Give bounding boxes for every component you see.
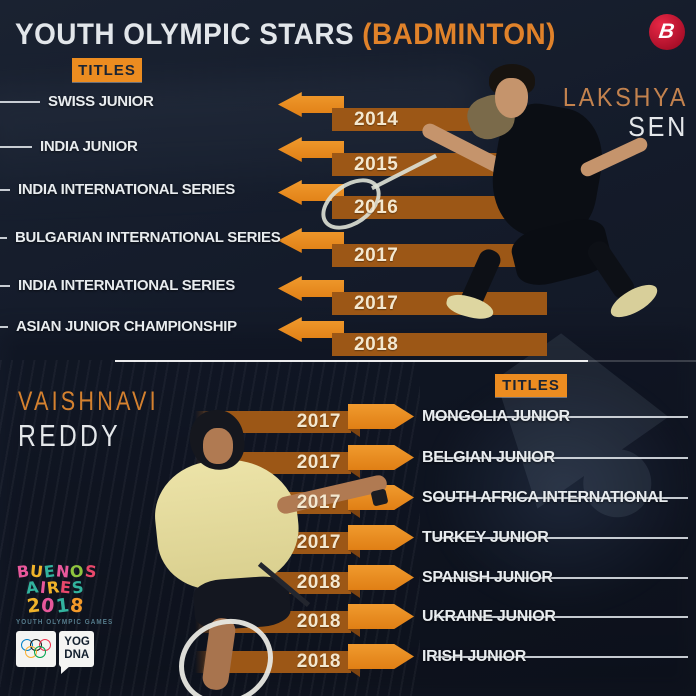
year-label: 2017 bbox=[296, 492, 341, 513]
title-label: BULGARIAN INTERNATIONAL SERIES bbox=[15, 229, 281, 246]
year-bar: 2017 bbox=[195, 492, 351, 514]
title-label: SPANISH JUNIOR bbox=[422, 569, 553, 586]
year-bar: 2014 bbox=[332, 108, 547, 131]
title-line: IRISH JUNIOR bbox=[422, 646, 688, 668]
year-bar: 2017 bbox=[332, 292, 547, 315]
section-divider bbox=[115, 360, 588, 362]
page-title-accent: (BADMINTON) bbox=[362, 18, 556, 51]
connector-line bbox=[0, 326, 8, 328]
player-photo-lakshya bbox=[583, 237, 639, 303]
olympic-ring bbox=[34, 646, 46, 658]
year-label: 2018 bbox=[296, 651, 341, 672]
year-bar: 2017 bbox=[195, 452, 351, 474]
brand-logo-letter: B bbox=[657, 20, 677, 43]
year-label: 2014 bbox=[354, 109, 399, 130]
olympic-rings-icon bbox=[16, 631, 57, 667]
title-label: INDIA INTERNATIONAL SERIES bbox=[18, 181, 235, 198]
year-label: 2018 bbox=[296, 611, 341, 632]
year-label: 2017 bbox=[296, 452, 341, 473]
player-last-name: REDDY bbox=[18, 418, 121, 453]
page-title-main: YOUTH OLYMPIC STARS bbox=[15, 18, 355, 51]
connector-line bbox=[0, 285, 10, 287]
title-line: BELGIAN JUNIOR bbox=[422, 447, 688, 469]
brand-logo-icon: B bbox=[649, 14, 685, 50]
arrow-right-icon bbox=[348, 485, 414, 510]
ribbon-fold bbox=[348, 429, 360, 437]
ribbon-fold bbox=[348, 590, 360, 598]
player-photo-lakshya bbox=[605, 278, 663, 324]
titles-label-top: TITLES bbox=[72, 58, 142, 82]
arrow-right-icon bbox=[348, 565, 414, 590]
buenos-aires-2018-logo: BUENOS AIRES 2018 YOUTH OLYMPIC GAMES YO… bbox=[15, 561, 114, 674]
year-bar: 2015 bbox=[332, 153, 547, 176]
player-first-name: LAKSHYA bbox=[562, 82, 688, 112]
year-label: 2015 bbox=[354, 154, 399, 175]
title-label: BELGIAN JUNIOR bbox=[422, 449, 555, 466]
year-bar: 2017 bbox=[332, 244, 547, 267]
logo-subtitle: YOUTH OLYMPIC GAMES bbox=[16, 619, 114, 626]
page-title: YOUTH OLYMPIC STARS (BADMINTON) bbox=[15, 18, 556, 52]
title-label: SOUTH AFRICA INTERNATIONAL bbox=[422, 489, 668, 506]
title-label: SWISS JUNIOR bbox=[48, 93, 154, 110]
arrow-right-icon bbox=[348, 404, 414, 429]
ribbon-fold bbox=[348, 629, 360, 637]
ribbon-fold bbox=[348, 669, 360, 677]
logo-badges: YOG DNA bbox=[16, 631, 94, 674]
title-line: SPANISH JUNIOR bbox=[422, 567, 688, 589]
year-bar: 2018 bbox=[332, 333, 547, 356]
year-label: 2017 bbox=[354, 245, 399, 266]
ribbon-fold bbox=[348, 550, 360, 558]
titles-label-bottom: TITLES bbox=[495, 374, 567, 397]
year-bar: 2018 bbox=[195, 651, 351, 673]
dna-label: DNA bbox=[64, 649, 90, 662]
arrow-right-icon bbox=[348, 644, 414, 669]
yog-label: YOG bbox=[64, 636, 90, 648]
title-line: UKRAINE JUNIOR bbox=[422, 606, 688, 628]
year-label: 2017 bbox=[296, 411, 341, 432]
yog-dna-badge: YOG DNA bbox=[59, 631, 94, 674]
year-bar: 2018 bbox=[195, 611, 351, 633]
year-label: 2017 bbox=[354, 293, 399, 314]
connector-line bbox=[0, 189, 10, 191]
year-label: 2017 bbox=[296, 532, 341, 553]
title-label: INDIA JUNIOR bbox=[40, 138, 138, 155]
title-line: SOUTH AFRICA INTERNATIONAL bbox=[422, 487, 688, 509]
player-name-vaishnavi-reddy: VAISHNAVI REDDY bbox=[18, 386, 194, 454]
arrow-right-icon bbox=[348, 525, 414, 550]
logo-word-2018: 2018 bbox=[25, 593, 85, 618]
year-bar: 2018 bbox=[195, 572, 351, 594]
title-label: IRISH JUNIOR bbox=[422, 648, 526, 665]
logo-word-aires: AIRES bbox=[25, 577, 85, 599]
player-photo-lakshya bbox=[489, 64, 535, 96]
year-label: 2018 bbox=[296, 572, 341, 593]
section-divider-faint bbox=[588, 360, 696, 362]
year-bar: 2017 bbox=[195, 532, 351, 554]
title-line: MONGOLIA JUNIOR bbox=[422, 406, 688, 428]
arrow-right-icon bbox=[348, 604, 414, 629]
title-label: MONGOLIA JUNIOR bbox=[422, 408, 570, 425]
title-label: UKRAINE JUNIOR bbox=[422, 608, 556, 625]
player-name-lakshya-sen: LAKSHYA SEN bbox=[549, 82, 688, 143]
connector-line bbox=[0, 146, 32, 148]
year-bar: 2016 bbox=[332, 196, 547, 219]
arrow-right-icon bbox=[348, 445, 414, 470]
year-bar: 2017 bbox=[195, 411, 351, 433]
player-last-name: SEN bbox=[628, 111, 688, 142]
connector-line bbox=[0, 237, 7, 239]
connector-line bbox=[0, 101, 40, 103]
title-label: INDIA INTERNATIONAL SERIES bbox=[18, 277, 235, 294]
player-first-name: VAISHNAVI bbox=[18, 386, 159, 416]
title-line: TURKEY JUNIOR bbox=[422, 527, 688, 549]
year-label: 2018 bbox=[354, 334, 399, 355]
title-label: TURKEY JUNIOR bbox=[422, 529, 549, 546]
title-label: ASIAN JUNIOR CHAMPIONSHIP bbox=[16, 318, 237, 335]
year-label: 2016 bbox=[354, 197, 399, 218]
